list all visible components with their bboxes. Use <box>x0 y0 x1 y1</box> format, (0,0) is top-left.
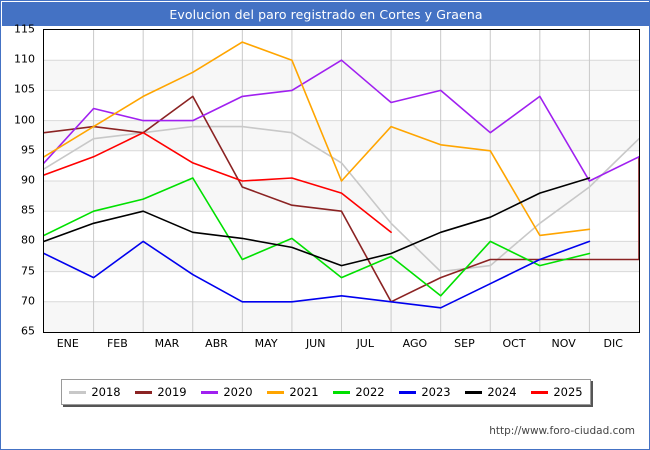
series-line-2019 <box>44 95 639 303</box>
y-axis-tick-label: 75 <box>21 264 35 278</box>
legend-label-2021: 2021 <box>289 385 319 399</box>
window-title-bar: Evolucion del paro registrado en Cortes … <box>2 2 650 26</box>
x-axis-tick-label-abr: ABR <box>205 337 228 350</box>
legend-swatch-2022 <box>333 390 351 394</box>
legend-item-2020[interactable]: 2020 <box>201 385 253 399</box>
series-line-2024 <box>44 177 591 267</box>
legend-swatch-2023 <box>399 390 417 394</box>
x-axis-tick-label-jul: JUL <box>356 337 374 350</box>
plot-area <box>43 29 640 333</box>
y-axis-labels: 65 70 75 80 85 90 95 100 105 110 115 <box>1 23 39 338</box>
y-axis-tick-label: 105 <box>14 82 35 96</box>
x-axis-tick-label-mar: MAR <box>154 337 180 350</box>
y-axis-tick-label: 95 <box>21 143 35 157</box>
legend-label-2022: 2022 <box>355 385 385 399</box>
y-axis-tick-label: 65 <box>21 324 35 338</box>
legend-swatch-2024 <box>465 390 483 394</box>
plot-area-wrapper <box>43 29 640 333</box>
y-axis-tick-label: 90 <box>21 173 35 187</box>
legend-label-2019: 2019 <box>157 385 187 399</box>
legend-swatch-2025 <box>531 390 549 394</box>
x-axis-tick-label-ago: AGO <box>402 337 428 350</box>
legend-label-2020: 2020 <box>223 385 253 399</box>
series-line-2023 <box>44 240 591 309</box>
legend-item-2021[interactable]: 2021 <box>267 385 319 399</box>
legend-item-2024[interactable]: 2024 <box>465 385 517 399</box>
legend-label-2025: 2025 <box>553 385 583 399</box>
y-axis-tick-label: 100 <box>14 113 35 127</box>
x-axis-tick-label-sep: SEP <box>454 337 475 350</box>
y-axis-tick-label: 85 <box>21 203 35 217</box>
legend-item-2019[interactable]: 2019 <box>135 385 187 399</box>
series-line-2025 <box>44 131 392 234</box>
x-axis-tick-label-oct: OCT <box>502 337 526 350</box>
legend-item-2022[interactable]: 2022 <box>333 385 385 399</box>
chart-legend: 2018 2019 2020 2021 2022 2023 2024 2025 <box>61 379 591 405</box>
legend-swatch-2018 <box>69 390 87 394</box>
legend-item-2023[interactable]: 2023 <box>399 385 451 399</box>
source-url: http://www.foro-ciudad.com <box>489 425 635 437</box>
legend-label-2024: 2024 <box>487 385 517 399</box>
chart-title: Evolucion del paro registrado en Cortes … <box>169 6 483 22</box>
x-axis-labels: ENE FEB MAR ABR MAY JUN JUL AGO SEP OCT NOV DIC <box>43 335 640 355</box>
legend-label-2023: 2023 <box>421 385 451 399</box>
series-line-2020 <box>44 59 639 182</box>
legend-swatch-2021 <box>267 390 285 394</box>
legend-swatch-2019 <box>135 390 153 394</box>
legend-swatch-2020 <box>201 390 219 394</box>
legend-item-2025[interactable]: 2025 <box>531 385 583 399</box>
x-axis-tick-label-may: MAY <box>254 337 278 350</box>
y-axis-tick-label: 110 <box>14 52 35 66</box>
y-axis-tick-label: 80 <box>21 233 35 247</box>
x-axis-tick-label-dic: DIC <box>603 337 623 350</box>
legend-item-2018[interactable]: 2018 <box>69 385 121 399</box>
x-axis-tick-label-jun: JUN <box>305 337 326 350</box>
legend-label-2018: 2018 <box>91 385 121 399</box>
y-axis-tick-label: 115 <box>14 22 35 36</box>
y-axis-tick-label: 70 <box>21 294 35 308</box>
series-line-2022 <box>44 177 591 297</box>
x-axis-tick-label-feb: FEB <box>106 337 128 350</box>
x-axis-tick-label-nov: NOV <box>551 337 576 350</box>
chart-canvas <box>44 30 639 332</box>
x-axis-tick-label-ene: ENE <box>56 337 79 350</box>
series-line-2021 <box>44 41 591 237</box>
